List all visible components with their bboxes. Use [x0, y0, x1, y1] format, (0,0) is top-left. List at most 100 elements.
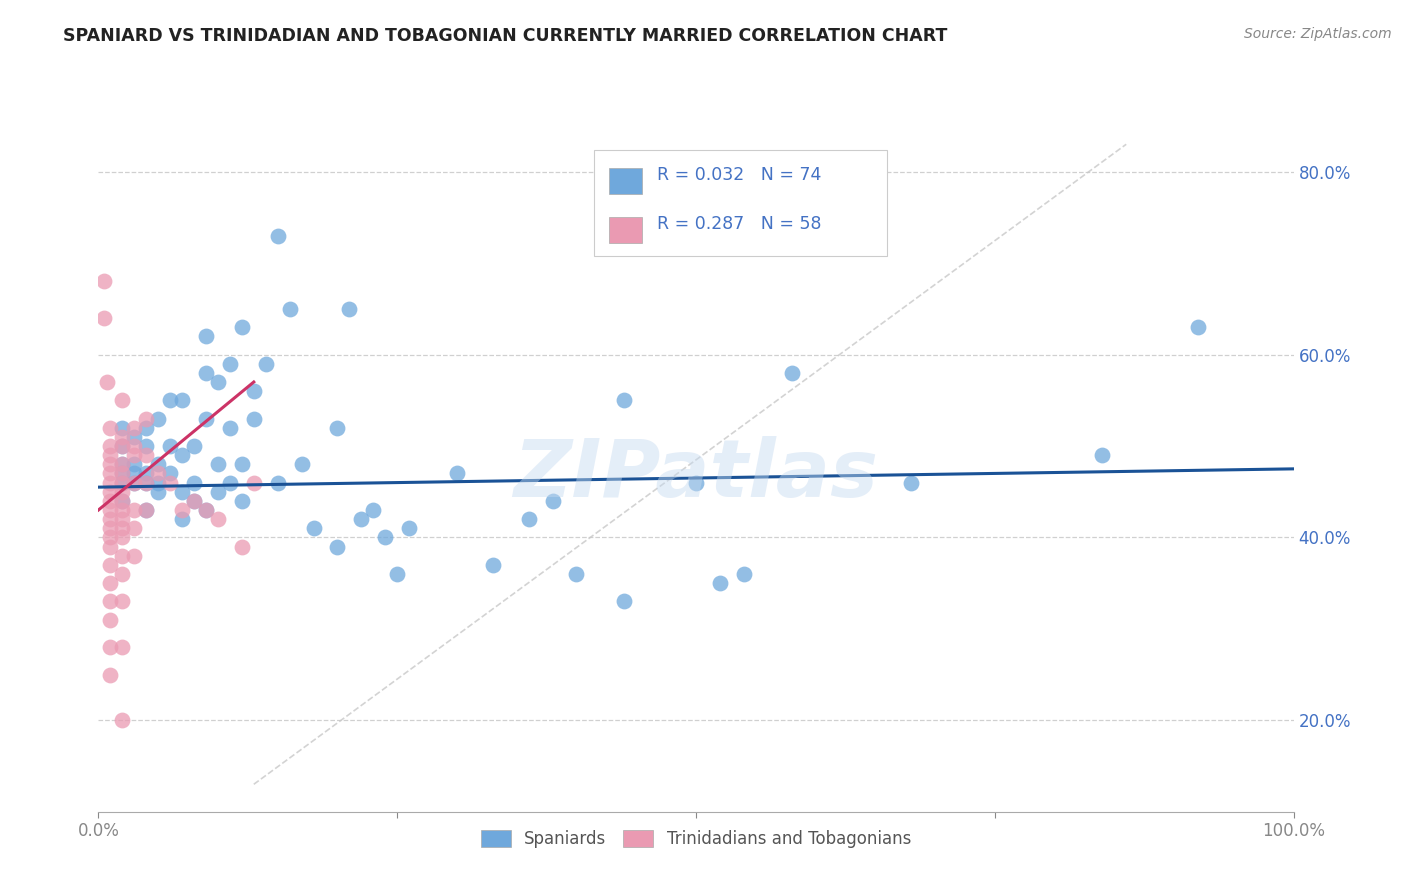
Point — [183, 475, 205, 490]
Point — [98, 558, 122, 572]
Point — [111, 467, 134, 481]
Point — [111, 640, 134, 655]
FancyBboxPatch shape — [609, 168, 643, 194]
Point — [111, 457, 134, 471]
Point — [219, 357, 242, 371]
Point — [517, 512, 540, 526]
Point — [148, 467, 170, 481]
Point — [1091, 448, 1114, 462]
Point — [219, 421, 242, 435]
Point — [278, 301, 301, 316]
Point — [98, 467, 122, 481]
Point — [231, 494, 253, 508]
Point — [124, 457, 146, 471]
Point — [613, 594, 636, 608]
Point — [446, 467, 468, 481]
Point — [124, 475, 146, 490]
Point — [98, 494, 122, 508]
Point — [398, 521, 420, 535]
Point — [267, 475, 290, 490]
Point — [111, 521, 134, 535]
Point — [207, 457, 229, 471]
Point — [159, 393, 181, 408]
Point — [124, 421, 146, 435]
Point — [780, 366, 803, 380]
Point — [231, 320, 253, 334]
Point — [98, 421, 122, 435]
Point — [541, 494, 564, 508]
Point — [111, 475, 134, 490]
Point — [183, 494, 205, 508]
Point — [111, 549, 134, 563]
Point — [111, 467, 134, 481]
Point — [111, 393, 134, 408]
Point — [339, 301, 361, 316]
Point — [183, 494, 205, 508]
Point — [135, 448, 157, 462]
Point — [111, 567, 134, 582]
Point — [267, 228, 290, 243]
Point — [93, 311, 115, 326]
Point — [135, 421, 157, 435]
Point — [111, 484, 134, 499]
Point — [709, 576, 731, 591]
Point — [124, 430, 146, 444]
Point — [111, 457, 134, 471]
Point — [565, 567, 588, 582]
Point — [243, 411, 266, 425]
Point — [148, 457, 170, 471]
Point — [326, 540, 349, 554]
Point — [98, 540, 122, 554]
Point — [148, 411, 170, 425]
Point — [159, 467, 181, 481]
Point — [98, 439, 122, 453]
Point — [231, 540, 253, 554]
Point — [195, 503, 218, 517]
Point — [96, 375, 118, 389]
FancyBboxPatch shape — [609, 217, 643, 244]
Point — [326, 421, 349, 435]
Point — [135, 475, 157, 490]
Point — [111, 714, 134, 728]
Point — [111, 594, 134, 608]
Point — [243, 475, 266, 490]
Point — [111, 421, 134, 435]
Text: R = 0.032   N = 74: R = 0.032 N = 74 — [657, 166, 821, 185]
Point — [243, 384, 266, 398]
Point — [98, 484, 122, 499]
Point — [733, 567, 755, 582]
Point — [172, 512, 194, 526]
Point — [172, 503, 194, 517]
Point — [135, 439, 157, 453]
Point — [98, 521, 122, 535]
Point — [98, 475, 122, 490]
Point — [195, 329, 218, 343]
Point — [98, 503, 122, 517]
Point — [124, 439, 146, 453]
Text: R = 0.287   N = 58: R = 0.287 N = 58 — [657, 215, 821, 233]
Point — [302, 521, 325, 535]
Point — [207, 484, 229, 499]
Point — [135, 503, 157, 517]
Point — [135, 475, 157, 490]
Point — [135, 503, 157, 517]
Point — [172, 393, 194, 408]
Point — [111, 494, 134, 508]
Point — [374, 530, 396, 544]
Point — [111, 530, 134, 544]
Point — [124, 549, 146, 563]
Legend: Spaniards, Trinidadians and Tobagonians: Spaniards, Trinidadians and Tobagonians — [474, 823, 918, 855]
Point — [172, 484, 194, 499]
Text: SPANIARD VS TRINIDADIAN AND TOBAGONIAN CURRENTLY MARRIED CORRELATION CHART: SPANIARD VS TRINIDADIAN AND TOBAGONIAN C… — [63, 27, 948, 45]
Text: Source: ZipAtlas.com: Source: ZipAtlas.com — [1244, 27, 1392, 41]
Point — [685, 475, 707, 490]
Point — [124, 448, 146, 462]
Point — [98, 512, 122, 526]
Text: ZIPatlas: ZIPatlas — [513, 436, 879, 515]
Point — [124, 475, 146, 490]
Point — [135, 411, 157, 425]
Point — [124, 521, 146, 535]
Point — [172, 448, 194, 462]
Point — [159, 475, 181, 490]
Point — [291, 457, 314, 471]
